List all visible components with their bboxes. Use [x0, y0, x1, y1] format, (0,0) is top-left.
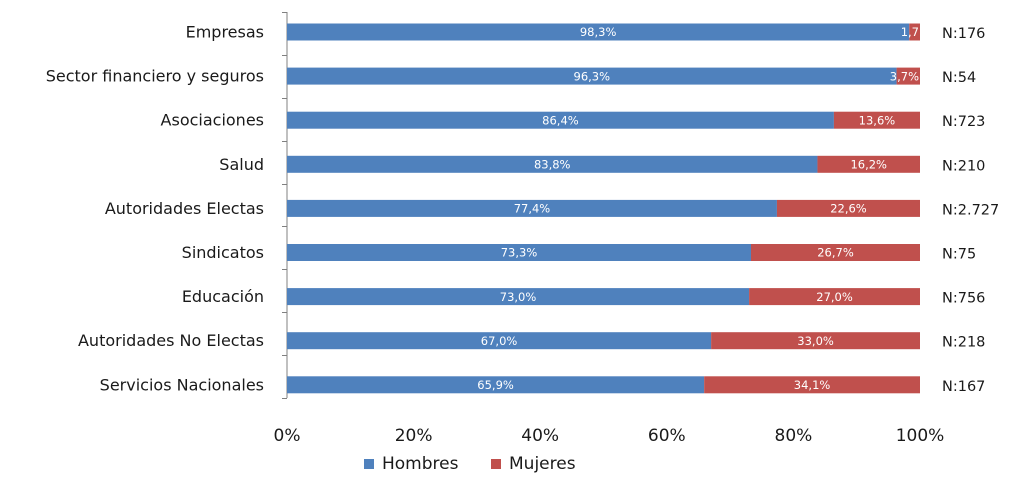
category-label: Educación: [182, 287, 264, 306]
data-label: 22,6%: [830, 202, 867, 216]
data-label: 1,7: [901, 25, 919, 39]
bar-segment-mujeres: [704, 376, 920, 394]
bar-segment-mujeres: [817, 155, 920, 173]
category-label: Empresas: [186, 23, 264, 42]
bar-segment-mujeres: [909, 23, 920, 41]
labels: Empresas 98,3% 1,7 N:176 Sector financiero y…: [46, 23, 1000, 395]
bar-segment-mujeres: [749, 288, 920, 306]
data-label: 86,4%: [542, 113, 579, 127]
category-label: Autoridades Electas: [105, 199, 264, 218]
sample-size-label: N:210: [942, 158, 985, 174]
data-label: 96,3%: [574, 69, 611, 83]
legend: Hombres Mujeres: [364, 454, 576, 474]
sample-size-label: N:176: [942, 26, 985, 42]
data-label: 83,8%: [534, 158, 571, 172]
bar-segment-mujeres: [896, 67, 920, 85]
data-label: 26,7%: [817, 246, 854, 260]
data-label: 73,0%: [500, 290, 537, 304]
legend-swatch-hombres: [364, 459, 374, 469]
bar-segment-hombres: [287, 23, 910, 41]
data-label: 98,3%: [580, 25, 617, 39]
x-tick-label: 20%: [395, 426, 433, 446]
category-label: Sindicatos: [182, 243, 264, 262]
sample-size-label: N:2.727: [942, 202, 999, 218]
bar-segment-hombres: [287, 244, 751, 261]
x-tick-label: 40%: [521, 426, 559, 446]
sample-size-label: N:54: [942, 70, 976, 86]
data-label: 67,0%: [481, 334, 518, 348]
data-label: 34,1%: [794, 378, 831, 392]
sample-size-label: N:75: [942, 247, 976, 263]
bar-segment-hombres: [287, 67, 897, 85]
sample-size-label: N:756: [942, 291, 985, 307]
bar-segment-mujeres: [776, 199, 920, 217]
data-label: 16,2%: [850, 158, 887, 172]
bar-segment-hombres: [287, 111, 834, 129]
data-label: 65,9%: [477, 378, 514, 392]
bar-segment-hombres: [287, 376, 705, 394]
legend-label-mujeres: Mujeres: [509, 454, 576, 474]
x-tick-label: 100%: [896, 426, 945, 446]
bar-segment-mujeres: [750, 244, 920, 261]
y-axis: [282, 12, 288, 399]
data-label: 13,6%: [859, 113, 896, 127]
data-label: 27,0%: [816, 290, 853, 304]
category-label: Servicios Nacionales: [100, 375, 264, 394]
sample-size-label: N:218: [942, 335, 985, 351]
bar-segment-hombres: [287, 288, 750, 306]
bar-segment-hombres: [287, 332, 712, 350]
x-axis: 0% 20% 40% 60% 80% 100%: [274, 426, 945, 446]
x-tick-label: 0%: [274, 426, 301, 446]
category-label: Sector financiero y seguros: [46, 67, 264, 86]
data-label: 73,3%: [501, 246, 538, 260]
bar-segment-hombres: [287, 199, 777, 217]
category-label: Autoridades No Electas: [78, 331, 264, 350]
category-label: Salud: [219, 155, 264, 174]
legend-swatch-mujeres: [491, 459, 501, 469]
data-label: 3,7%: [890, 69, 919, 83]
legend-label-hombres: Hombres: [382, 454, 459, 474]
bar-segment-hombres: [287, 155, 818, 173]
x-tick-label: 80%: [775, 426, 813, 446]
bar-segment-mujeres: [833, 111, 920, 129]
x-tick-label: 60%: [648, 426, 686, 446]
sample-size-label: N:723: [942, 114, 985, 130]
sample-size-label: N:167: [942, 379, 985, 395]
data-label: 33,0%: [797, 334, 834, 348]
bars: [287, 23, 920, 394]
category-label: Asociaciones: [161, 111, 264, 130]
bar-segment-mujeres: [711, 332, 920, 350]
data-label: 77,4%: [514, 202, 551, 216]
